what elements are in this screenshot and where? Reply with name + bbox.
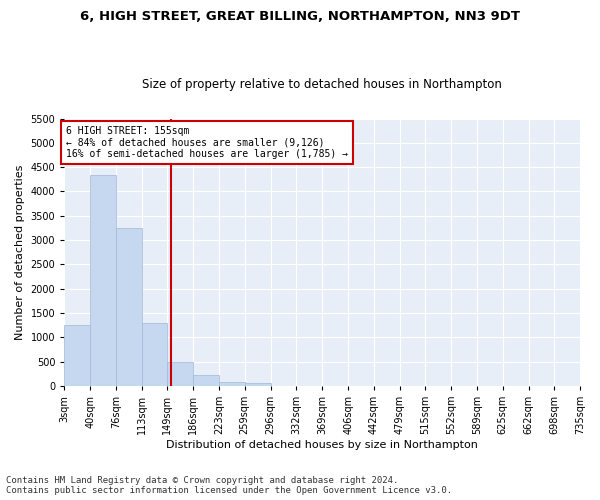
Title: Size of property relative to detached houses in Northampton: Size of property relative to detached ho… (142, 78, 502, 91)
Bar (116, 228, 142, 386)
Text: Contains HM Land Registry data © Crown copyright and database right 2024.
Contai: Contains HM Land Registry data © Crown c… (6, 476, 452, 495)
Bar (193, 376, 220, 386)
Bar (91, 176, 116, 386)
Text: 6 HIGH STREET: 155sqm
← 84% of detached houses are smaller (9,126)
16% of semi-d: 6 HIGH STREET: 155sqm ← 84% of detached … (66, 126, 348, 159)
Bar (245, 383, 271, 386)
Y-axis label: Number of detached properties: Number of detached properties (15, 164, 25, 340)
Bar (64, 324, 91, 386)
Text: 6, HIGH STREET, GREAT BILLING, NORTHAMPTON, NN3 9DT: 6, HIGH STREET, GREAT BILLING, NORTHAMPT… (80, 10, 520, 23)
Bar (167, 362, 193, 386)
X-axis label: Distribution of detached houses by size in Northampton: Distribution of detached houses by size … (166, 440, 478, 450)
Bar (142, 323, 167, 386)
Bar (220, 382, 245, 386)
